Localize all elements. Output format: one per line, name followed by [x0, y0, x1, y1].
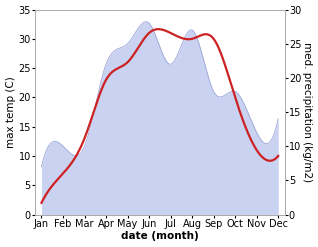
Y-axis label: max temp (C): max temp (C)	[5, 76, 16, 148]
Y-axis label: med. precipitation (kg/m2): med. precipitation (kg/m2)	[302, 42, 313, 182]
X-axis label: date (month): date (month)	[121, 231, 199, 242]
